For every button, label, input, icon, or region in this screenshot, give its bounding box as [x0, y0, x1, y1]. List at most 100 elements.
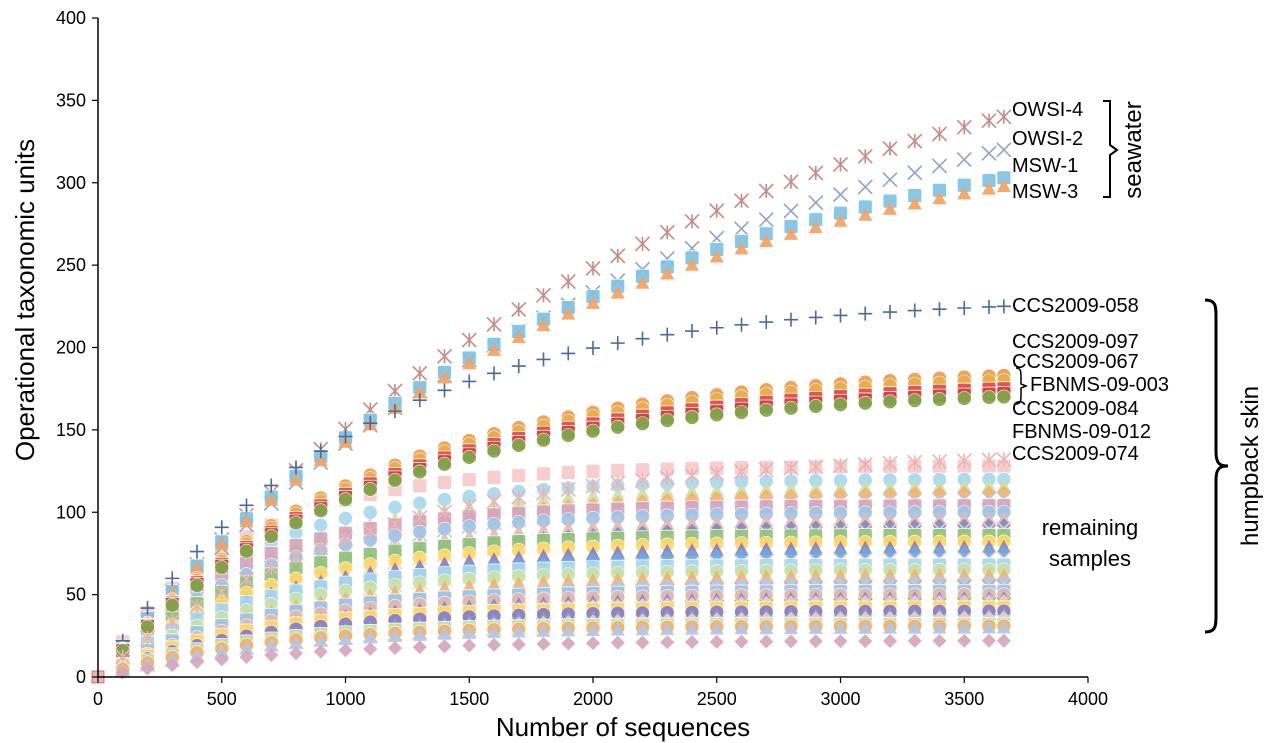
data-point	[561, 521, 576, 535]
x-tick-label: 500	[207, 689, 237, 709]
data-point	[907, 512, 922, 526]
data-point	[462, 625, 477, 639]
data-point	[437, 383, 452, 398]
data-point	[585, 423, 601, 439]
data-point	[387, 516, 403, 532]
data-point	[238, 571, 255, 587]
series-label-msw-1: MSW-1	[1012, 155, 1078, 177]
data-point	[388, 640, 402, 655]
data-point	[996, 478, 1011, 492]
data-point	[561, 547, 576, 561]
x-tick-label: 1500	[449, 689, 489, 709]
data-point	[982, 620, 996, 634]
data-point	[462, 638, 477, 653]
series-label-owsi-2: OWSI-2	[1012, 128, 1083, 150]
data-point	[907, 393, 923, 408]
data-point	[461, 450, 477, 465]
remaining-samples-label: remaining	[1042, 515, 1139, 540]
data-point	[437, 475, 452, 490]
data-point	[759, 315, 774, 330]
data-point	[140, 601, 155, 616]
data-point	[734, 569, 749, 583]
data-point	[634, 236, 651, 252]
data-point	[289, 646, 303, 661]
data-point	[982, 633, 996, 648]
data-point	[634, 472, 651, 488]
data-point	[932, 191, 947, 205]
data-point	[709, 515, 724, 529]
data-point	[239, 514, 254, 528]
data-point	[239, 543, 254, 559]
axes: 0 500 1000 1500 2000 2500 3000 3500 4000 0 50 100 15…	[10, 8, 1108, 742]
data-point	[783, 400, 799, 416]
data-point	[585, 260, 601, 276]
data-point	[115, 665, 130, 680]
humpback-brace	[1204, 298, 1229, 634]
data-point	[189, 598, 205, 614]
data-point	[858, 480, 873, 494]
data-point	[437, 456, 452, 472]
data-point	[610, 475, 626, 491]
data-point	[313, 503, 329, 518]
data-point	[883, 545, 897, 560]
remaining-samples-label: samples	[1049, 546, 1131, 571]
data-point	[189, 578, 205, 593]
data-point	[511, 301, 527, 318]
data-point	[585, 478, 601, 494]
series-fbnms-09-012	[115, 389, 1012, 659]
data-point	[660, 266, 675, 280]
data-point	[784, 481, 798, 495]
data-point	[412, 478, 428, 494]
y-tick-label: 100	[56, 502, 86, 522]
data-point	[586, 573, 600, 586]
data-point	[808, 568, 823, 582]
data-point	[486, 443, 502, 459]
data-point	[610, 622, 625, 636]
data-point	[214, 520, 229, 535]
series-label-ccs2009-074: CCS2009-074	[1012, 443, 1139, 465]
data-point	[535, 287, 552, 303]
data-point	[586, 519, 600, 533]
data-point	[388, 404, 402, 419]
data-point	[808, 195, 824, 211]
data-point	[957, 186, 972, 200]
series-label-ccs2009-084: CCS2009-084	[1012, 398, 1139, 420]
data-point	[883, 634, 897, 649]
data-point	[561, 346, 576, 361]
data-point	[832, 187, 849, 203]
series-label-msw-3: MSW-3	[1012, 181, 1078, 203]
data-point	[635, 635, 650, 650]
data-point	[412, 393, 427, 408]
series-label-fbnms-09-003: FBNMS-09-003	[1030, 374, 1169, 396]
data-point	[759, 621, 774, 635]
data-point	[635, 571, 650, 585]
data-point	[907, 196, 922, 210]
data-point	[685, 257, 699, 271]
data-point	[957, 479, 972, 493]
data-point	[982, 181, 996, 195]
data-point	[758, 402, 774, 418]
data-point	[883, 512, 897, 526]
data-point	[709, 570, 724, 584]
data-point	[487, 637, 501, 652]
y-tick-label: 200	[56, 338, 86, 358]
data-point	[561, 306, 576, 320]
remaining-series	[115, 534, 1012, 665]
data-point	[982, 478, 996, 492]
data-point	[833, 620, 848, 634]
data-point	[981, 452, 997, 468]
data-point	[536, 574, 551, 588]
data-point	[288, 549, 304, 565]
data-point	[759, 634, 774, 649]
data-point	[536, 318, 551, 332]
data-point	[907, 454, 923, 470]
data-point	[190, 655, 204, 670]
data-point	[462, 579, 477, 592]
data-point	[784, 569, 798, 583]
data-point	[758, 462, 774, 478]
data-point	[685, 515, 699, 529]
data-point	[907, 568, 922, 582]
data-point	[313, 644, 328, 659]
data-point	[214, 560, 230, 575]
series-label-fbnms-09-012: FBNMS-09-012	[1012, 421, 1151, 443]
